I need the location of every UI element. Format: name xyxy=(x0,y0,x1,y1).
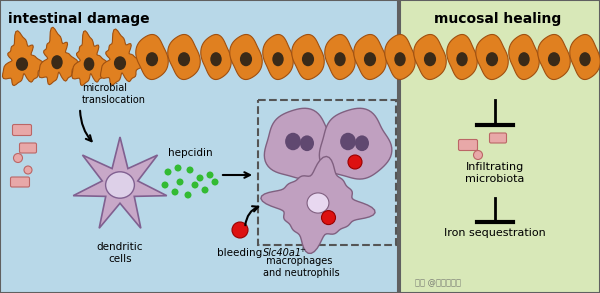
Ellipse shape xyxy=(302,52,314,66)
FancyBboxPatch shape xyxy=(490,133,506,143)
Ellipse shape xyxy=(394,52,406,66)
Text: intestinal damage: intestinal damage xyxy=(8,12,149,26)
Ellipse shape xyxy=(178,52,190,66)
FancyBboxPatch shape xyxy=(11,177,29,187)
Ellipse shape xyxy=(232,222,248,238)
Ellipse shape xyxy=(187,166,193,173)
Ellipse shape xyxy=(473,151,482,159)
FancyBboxPatch shape xyxy=(458,139,478,151)
Ellipse shape xyxy=(211,52,222,66)
Text: macrophages
and neutrophils: macrophages and neutrophils xyxy=(263,256,340,277)
Text: hepcidin: hepcidin xyxy=(168,148,212,158)
Ellipse shape xyxy=(16,57,28,71)
Polygon shape xyxy=(447,35,477,79)
Polygon shape xyxy=(72,31,109,86)
Text: +: + xyxy=(299,247,305,253)
Ellipse shape xyxy=(172,188,179,195)
Bar xyxy=(258,100,396,245)
Ellipse shape xyxy=(272,52,284,66)
Text: Slc40a1: Slc40a1 xyxy=(263,248,302,258)
Bar xyxy=(0,0,398,293)
Polygon shape xyxy=(263,35,293,79)
Text: dendritic
cells: dendritic cells xyxy=(97,242,143,264)
Polygon shape xyxy=(136,35,168,79)
Polygon shape xyxy=(385,35,415,79)
Polygon shape xyxy=(201,35,231,79)
Ellipse shape xyxy=(548,52,560,66)
Polygon shape xyxy=(354,35,386,79)
Polygon shape xyxy=(2,31,45,86)
Text: bleeding: bleeding xyxy=(217,248,263,258)
Ellipse shape xyxy=(486,52,498,66)
Polygon shape xyxy=(509,35,539,79)
Text: mucosal healing: mucosal healing xyxy=(434,12,562,26)
Ellipse shape xyxy=(114,56,126,70)
Text: Iron sequestration: Iron sequestration xyxy=(444,228,546,238)
Ellipse shape xyxy=(240,52,252,66)
Ellipse shape xyxy=(52,55,63,69)
Ellipse shape xyxy=(340,133,356,150)
Ellipse shape xyxy=(83,57,94,71)
Ellipse shape xyxy=(307,193,329,213)
Ellipse shape xyxy=(197,175,203,181)
Polygon shape xyxy=(38,27,79,85)
Polygon shape xyxy=(476,35,508,79)
Ellipse shape xyxy=(334,52,346,66)
Ellipse shape xyxy=(457,52,468,66)
Ellipse shape xyxy=(285,133,301,150)
Polygon shape xyxy=(230,35,262,79)
Ellipse shape xyxy=(24,166,32,174)
Ellipse shape xyxy=(161,181,169,188)
Ellipse shape xyxy=(191,181,199,188)
Ellipse shape xyxy=(146,52,158,66)
FancyBboxPatch shape xyxy=(19,143,37,153)
Ellipse shape xyxy=(355,135,369,151)
Ellipse shape xyxy=(202,187,209,193)
Polygon shape xyxy=(570,35,600,79)
Ellipse shape xyxy=(518,52,530,66)
Ellipse shape xyxy=(185,192,191,198)
Ellipse shape xyxy=(424,52,436,66)
Polygon shape xyxy=(73,137,167,228)
Ellipse shape xyxy=(206,171,214,178)
Ellipse shape xyxy=(322,211,335,225)
Polygon shape xyxy=(414,35,446,79)
Polygon shape xyxy=(261,156,375,253)
Polygon shape xyxy=(319,108,392,179)
Ellipse shape xyxy=(212,178,218,185)
Polygon shape xyxy=(168,35,200,79)
Ellipse shape xyxy=(106,172,134,198)
Polygon shape xyxy=(265,108,337,179)
Ellipse shape xyxy=(14,154,23,163)
Text: 知乎 @文献拆解工: 知乎 @文献拆解工 xyxy=(415,278,461,287)
Polygon shape xyxy=(292,35,324,79)
Polygon shape xyxy=(325,35,355,79)
Ellipse shape xyxy=(175,164,182,171)
Ellipse shape xyxy=(348,155,362,169)
Bar xyxy=(400,0,600,293)
Text: microbial
translocation: microbial translocation xyxy=(82,84,146,105)
Polygon shape xyxy=(538,35,570,79)
Ellipse shape xyxy=(164,168,172,176)
Ellipse shape xyxy=(300,135,314,151)
Ellipse shape xyxy=(364,52,376,66)
Text: Infiltrating
microbiota: Infiltrating microbiota xyxy=(466,162,524,184)
Ellipse shape xyxy=(176,178,184,185)
Polygon shape xyxy=(100,29,143,85)
FancyBboxPatch shape xyxy=(13,125,32,135)
Ellipse shape xyxy=(580,52,591,66)
